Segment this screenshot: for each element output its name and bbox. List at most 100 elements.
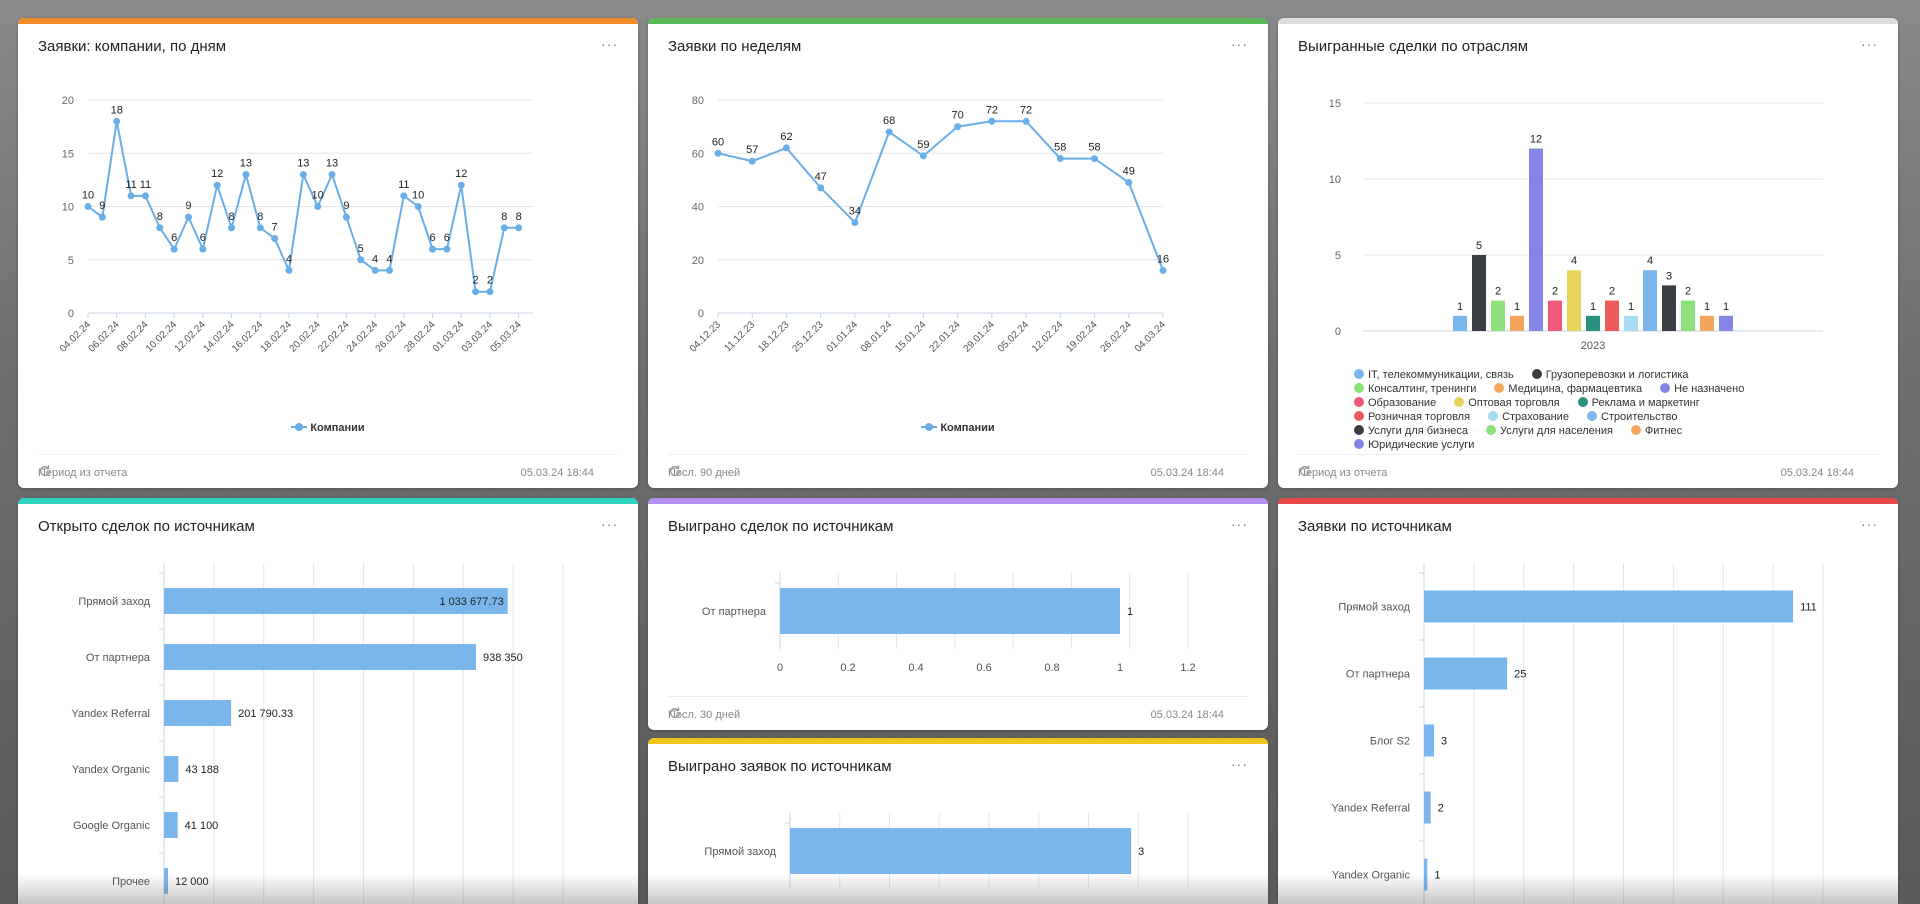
- data-label: 9: [185, 200, 191, 212]
- data-point: [271, 234, 279, 242]
- y-tick-label: 15: [62, 148, 74, 160]
- legend-label: Услуги для населения: [1500, 425, 1613, 437]
- data-label: 12: [211, 168, 223, 180]
- legend-marker-icon: [1586, 411, 1597, 421]
- card-title: Заявки по неделям: [668, 38, 802, 55]
- legend-label: Медицина, фармацевтика: [1508, 383, 1643, 395]
- card-accent-bar: [648, 18, 1268, 24]
- legend-item[interactable]: Услуги для населения: [1486, 424, 1613, 438]
- data-point: [472, 288, 480, 296]
- data-label: 10: [82, 190, 94, 202]
- refresh-icon[interactable]: [1298, 464, 1312, 478]
- data-label: 1: [1127, 606, 1133, 618]
- bar: [1453, 315, 1467, 331]
- y-tick-label: 80: [692, 95, 704, 107]
- legend-label: Не назначено: [1674, 383, 1745, 395]
- data-label: 70: [951, 110, 963, 122]
- legend-row: Розничная торговля Страхование Строительст…: [1354, 410, 1874, 424]
- legend-item[interactable]: Фитнес: [1630, 424, 1682, 438]
- legend-item[interactable]: Оптовая торговля: [1454, 396, 1560, 410]
- refresh-icon[interactable]: [38, 464, 52, 478]
- legend-label: Страхование: [1502, 411, 1569, 423]
- legend-item[interactable]: IT, телекоммуникации, связь: [1354, 368, 1514, 382]
- legend-item[interactable]: Не назначено: [1660, 382, 1744, 396]
- y-tick-label: Прямой заход: [704, 846, 776, 858]
- data-label: 13: [326, 158, 338, 170]
- data-point: [885, 128, 893, 136]
- x-tick-label: 04.12.23: [688, 319, 724, 355]
- legend-label: Грузоперевозки и логистика: [1545, 369, 1689, 381]
- data-label: 2: [1609, 286, 1615, 298]
- chart-legend[interactable]: IT, телекоммуникации, связь Грузоперевозк…: [1354, 368, 1874, 452]
- card-title: Выиграно сделок по источникам: [668, 518, 894, 535]
- x-tick-label: 25.12.23: [791, 319, 827, 355]
- y-tick-label: 60: [692, 148, 704, 160]
- data-label: 11: [125, 179, 136, 191]
- data-label: 2: [487, 275, 493, 287]
- y-tick-label: 15: [1329, 98, 1341, 110]
- legend-item[interactable]: Медицина, фармацевтика: [1494, 382, 1642, 396]
- data-point: [1056, 155, 1064, 163]
- chart-legend[interactable]: Компании: [648, 422, 1268, 434]
- legend-label: Реклама и маркетинг: [1591, 397, 1700, 409]
- legend-row: Образование Оптовая торговля Реклама и мар…: [1354, 396, 1874, 410]
- more-options-icon[interactable]: ···: [601, 36, 618, 52]
- data-label: 111: [1800, 602, 1817, 614]
- legend-label: Консалтинг, тренинги: [1368, 383, 1477, 395]
- data-label: 4: [1647, 255, 1653, 267]
- y-tick-label: Yandex Referral: [1331, 803, 1410, 815]
- y-tick-label: От партнера: [702, 606, 767, 618]
- legend-item[interactable]: Консалтинг, тренинги: [1354, 382, 1476, 396]
- legend-item[interactable]: Грузоперевозки и логистика: [1531, 368, 1689, 382]
- legend-item[interactable]: Образование: [1354, 396, 1436, 410]
- data-point: [1159, 266, 1167, 274]
- legend-row: IT, телекоммуникации, связь Грузоперевозк…: [1354, 368, 1874, 382]
- data-label: 47: [815, 171, 827, 183]
- bar: [1424, 590, 1794, 623]
- more-options-icon[interactable]: ···: [1231, 756, 1248, 772]
- card-footer: Период из отчета 05.03.24 18:44: [1298, 454, 1878, 488]
- more-options-icon[interactable]: ···: [1861, 36, 1878, 52]
- x-tick-label: 0.2: [840, 662, 855, 674]
- legend-marker-icon: [1354, 369, 1364, 379]
- legend-label: Компании: [940, 422, 995, 434]
- more-options-icon[interactable]: ···: [1231, 36, 1248, 52]
- data-label: 1 033 677.73: [439, 596, 503, 608]
- data-label: 43 188: [185, 764, 219, 776]
- legend-item[interactable]: Реклама и маркетинг: [1577, 396, 1700, 410]
- legend-row: Услуги для бизнеса Услуги для населения Фи…: [1354, 424, 1874, 438]
- more-options-icon[interactable]: ···: [1231, 516, 1248, 532]
- data-label: 12: [1530, 134, 1542, 146]
- data-point: [748, 157, 756, 165]
- legend-item[interactable]: Розничная торговля: [1354, 410, 1470, 424]
- legend-item[interactable]: Услуги для бизнеса: [1354, 424, 1468, 438]
- card-accent-bar: [648, 498, 1268, 504]
- bar: [1510, 315, 1524, 331]
- bar: [1624, 315, 1638, 331]
- legend-marker-icon: [1354, 383, 1364, 393]
- refresh-icon[interactable]: [668, 464, 682, 478]
- legend-item[interactable]: Строительство: [1586, 410, 1678, 424]
- card-requests-companies-by-day: Заявки: компании, по дням ··· 0 5 10 15 20 04…: [18, 18, 638, 488]
- data-label: 60: [712, 136, 724, 148]
- bar: [1662, 285, 1676, 331]
- legend-label: Образование: [1368, 397, 1437, 409]
- data-label: 9: [343, 200, 349, 212]
- legend-marker-icon: [1486, 425, 1497, 435]
- data-point: [299, 171, 307, 179]
- data-point: [954, 123, 962, 131]
- y-tick-label: 10: [1329, 174, 1341, 186]
- data-point: [782, 144, 790, 152]
- x-tick-label: 29.01.24: [962, 319, 998, 355]
- data-point: [242, 171, 250, 179]
- series-line: [717, 120, 1164, 271]
- more-options-icon[interactable]: ···: [1861, 516, 1878, 532]
- more-options-icon[interactable]: ···: [601, 516, 618, 532]
- updated-timestamp: 05.03.24 18:44: [1780, 467, 1854, 479]
- legend-item[interactable]: Юридические услуги: [1354, 438, 1474, 452]
- legend-item[interactable]: Страхование: [1488, 410, 1569, 424]
- chart-legend[interactable]: Компании: [18, 422, 638, 434]
- bar: [1424, 858, 1428, 891]
- x-tick-label: 19.02.24: [1064, 319, 1100, 355]
- refresh-icon[interactable]: [668, 706, 682, 720]
